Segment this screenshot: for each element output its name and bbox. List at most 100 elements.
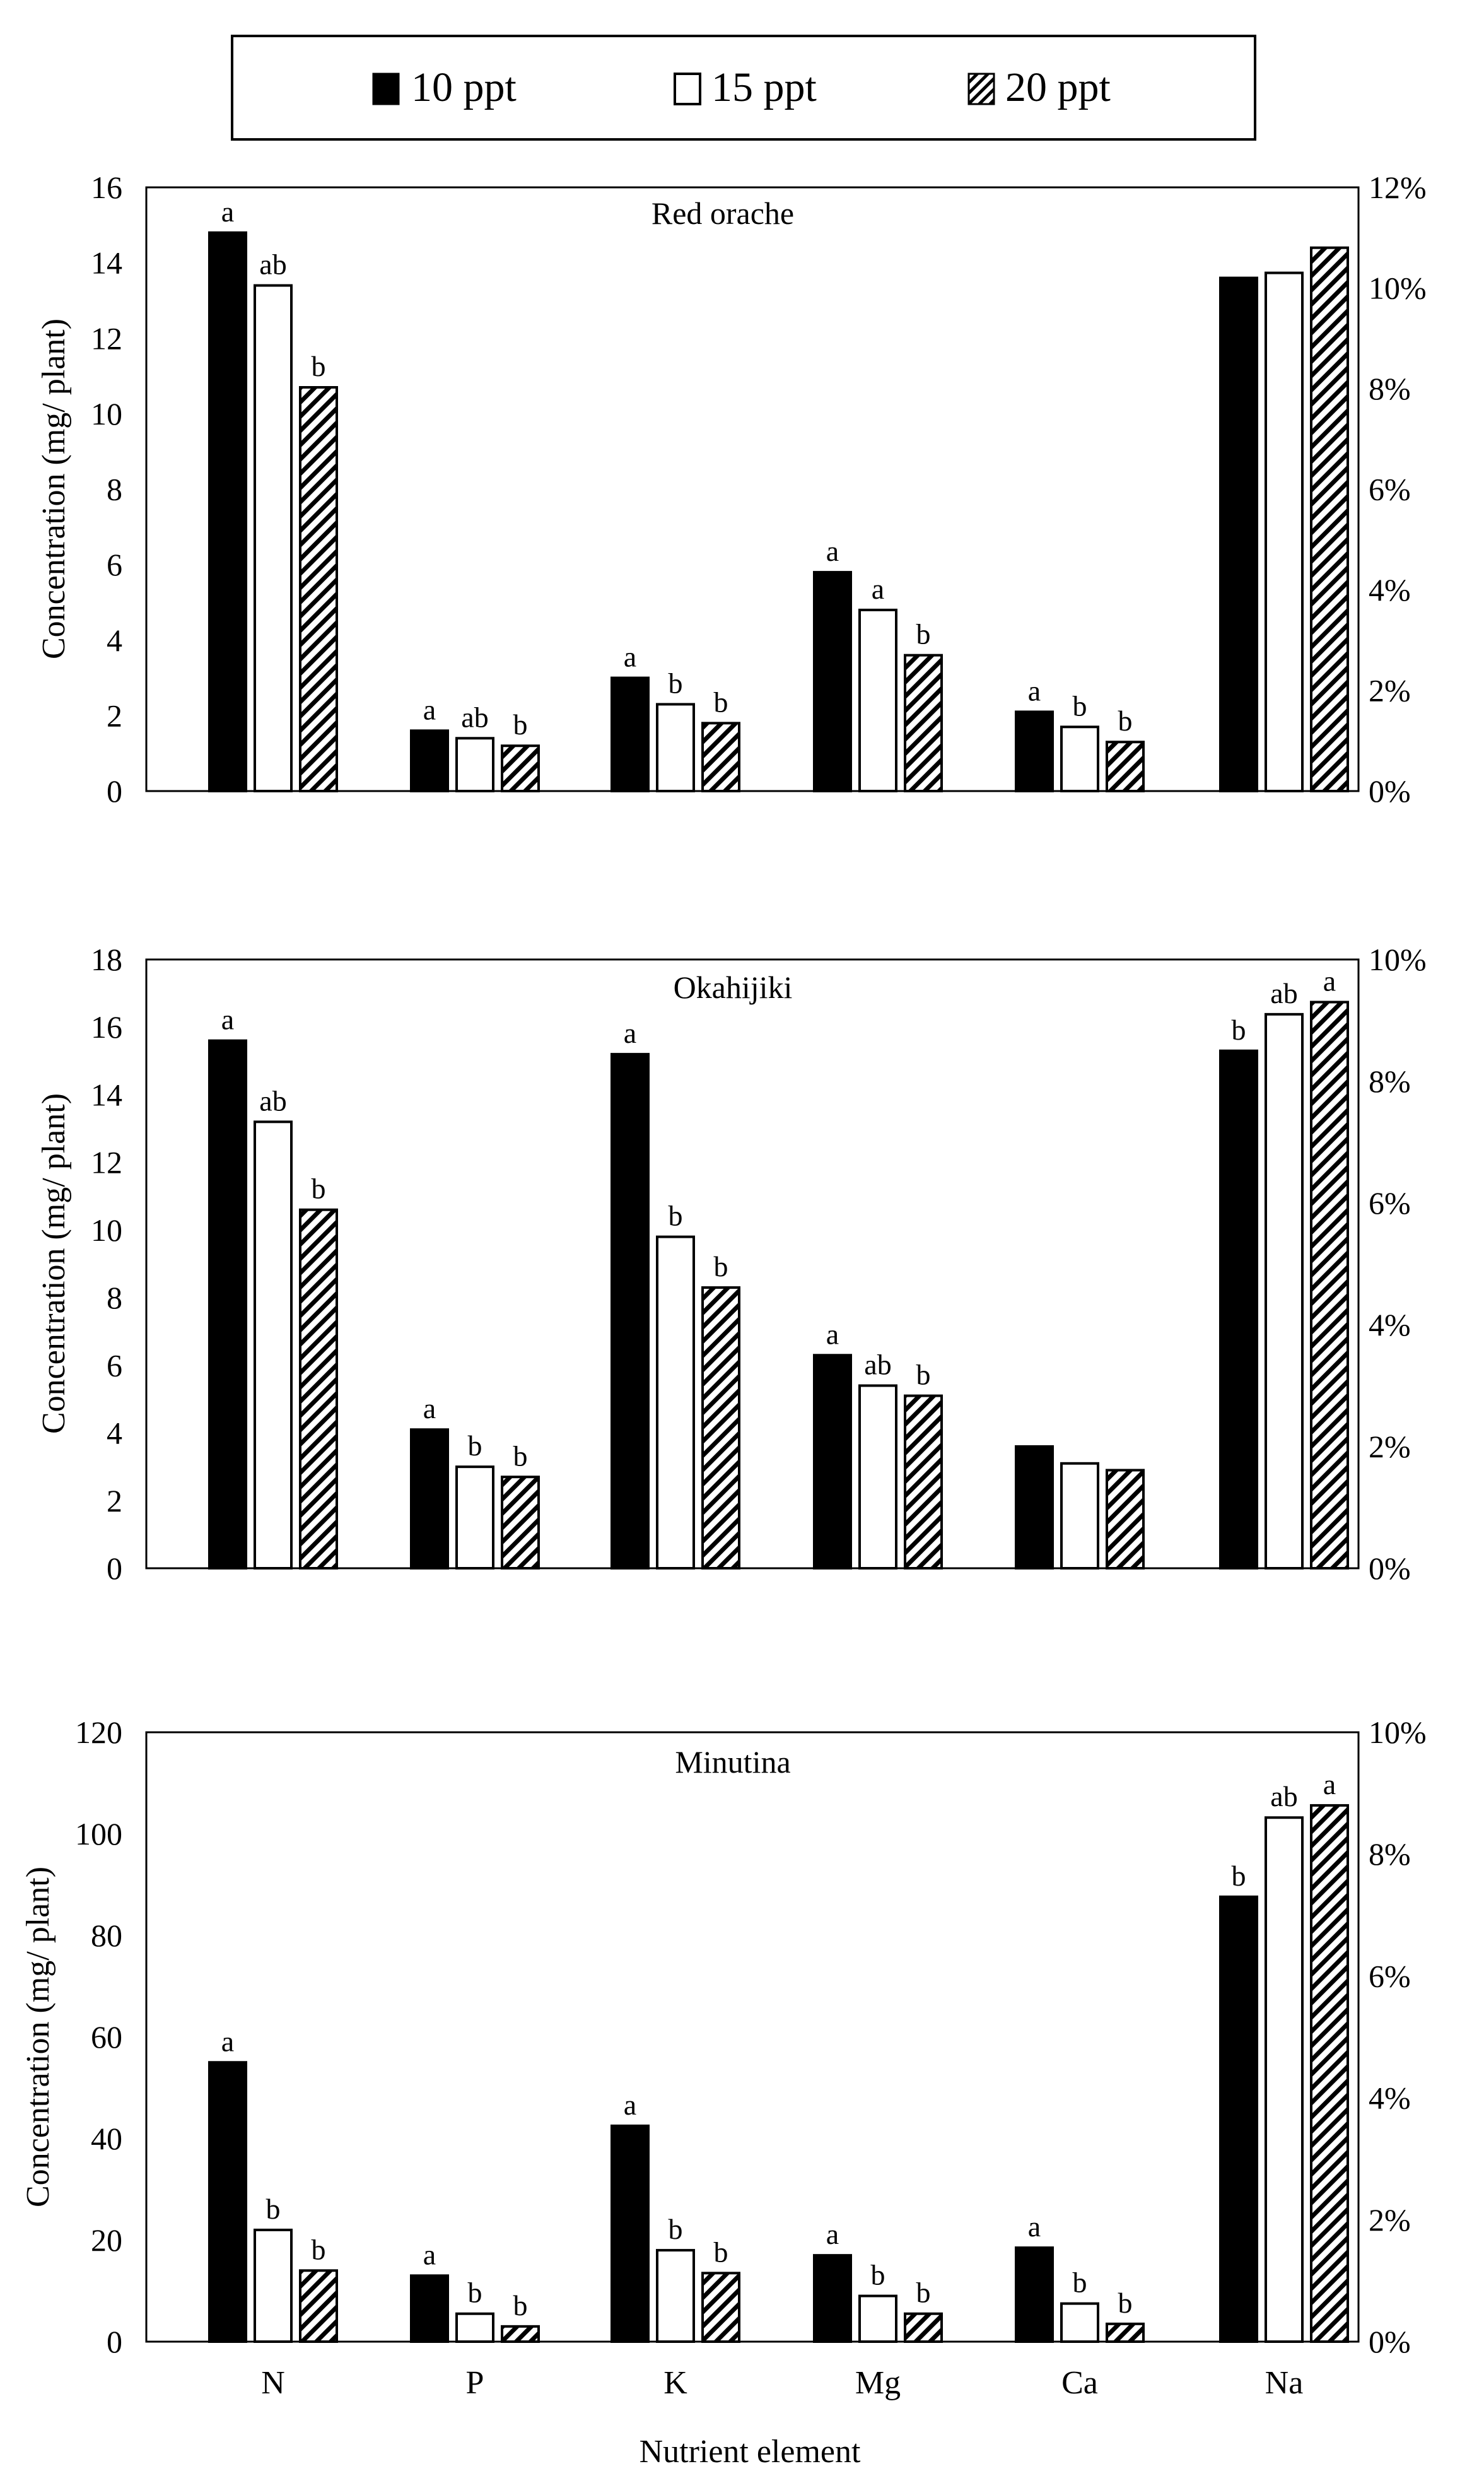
bar-n-10ppt <box>208 231 247 792</box>
bar-n-10ppt <box>208 2061 247 2343</box>
y-axis-label: Concentration (mg/ plant) <box>36 319 72 659</box>
y-tick-label: 16 <box>91 170 122 205</box>
significance-label: b <box>1118 705 1133 737</box>
x-axis-label: Nutrient element <box>640 2434 861 2470</box>
y-axis-label: Concentration (mg/ plant) <box>20 1867 56 2207</box>
y-tick-label: 0 <box>107 2324 122 2359</box>
significance-label: b <box>1073 2267 1087 2299</box>
y2-tick-label: 12% <box>1369 170 1427 205</box>
bar-mg-15ppt <box>858 608 897 793</box>
y2-tick-label: 2% <box>1369 2202 1411 2238</box>
bar-na-20ppt <box>1310 1804 1349 2343</box>
bar-k-20ppt <box>701 2272 740 2343</box>
y2-tick-label: 2% <box>1369 1429 1411 1464</box>
bar-mg-20ppt <box>904 2312 943 2344</box>
significance-label: a <box>1028 2210 1041 2243</box>
significance-label: b <box>312 1173 326 1205</box>
y2-tick-label: 8% <box>1369 1836 1411 1872</box>
plot-frame <box>145 958 1360 1570</box>
significance-label: a <box>872 573 884 605</box>
chart-panel-minutina: Minutina Concentration (mg/ plant) 0 20 40… <box>20 1715 1427 2401</box>
y-tick-label: 10 <box>91 1212 122 1248</box>
bar-p-20ppt <box>501 2325 540 2344</box>
bar-p-10ppt <box>410 1428 449 1570</box>
significance-label: b <box>468 1429 482 1462</box>
significance-label: b <box>714 2236 728 2268</box>
y2-tick-label: 4% <box>1369 1307 1411 1342</box>
significance-label: b <box>871 2259 885 2291</box>
y-tick-label: 14 <box>91 1077 122 1112</box>
bar-k-10ppt <box>611 676 650 792</box>
y-ticks: 0 2 4 6 8 10 12 14 16 <box>91 170 122 809</box>
legend-swatch-10ppt <box>372 73 400 105</box>
significance-label: ab <box>461 701 488 733</box>
bar-n-15ppt <box>254 2228 293 2343</box>
y2-tick-label: 0% <box>1369 1551 1411 1586</box>
bar-mg-10ppt <box>813 571 852 793</box>
y-tick-label: 18 <box>91 942 122 977</box>
legend-swatch-15ppt <box>674 73 701 105</box>
bar-ca-10ppt <box>1015 1445 1054 1570</box>
y2-tick-label: 6% <box>1369 1185 1411 1221</box>
y-tick-label: 0 <box>107 1551 122 1586</box>
significance-label: a <box>624 641 636 673</box>
bar-n-20ppt <box>299 386 338 792</box>
bar-ca-20ppt <box>1106 741 1145 793</box>
y-tick-label: 100 <box>75 1816 122 1851</box>
significance-label: ab <box>259 1084 286 1117</box>
bar-na-15ppt <box>1265 1012 1304 1570</box>
y2-tick-label: 8% <box>1369 1064 1411 1099</box>
bar-mg-20ppt <box>904 1394 943 1570</box>
y2-tick-label: 6% <box>1369 1958 1411 1993</box>
y-ticks: 0 2 4 6 8 10 12 14 16 18 <box>91 942 122 1586</box>
bar-k-15ppt <box>656 703 695 793</box>
significance-label: ab <box>259 249 286 281</box>
significance-label: a <box>624 1017 636 1049</box>
significance-label: b <box>513 1440 528 1472</box>
significance-label: ab <box>864 1349 891 1381</box>
y-tick-label: 0 <box>107 773 122 809</box>
significance-label: a <box>221 1004 234 1036</box>
significance-label: a <box>423 2238 436 2270</box>
bar-p-10ppt <box>410 729 449 793</box>
bar-na-10ppt <box>1219 1049 1258 1570</box>
y-tick-label: 4 <box>107 623 122 658</box>
bar-na-20ppt <box>1310 246 1349 792</box>
y-tick-label: 60 <box>91 2019 122 2055</box>
y-tick-label: 80 <box>91 1918 122 1953</box>
y2-tick-label: 4% <box>1369 2080 1411 2116</box>
significance-label: b <box>714 1250 728 1282</box>
bar-ca-10ppt <box>1015 2246 1054 2343</box>
significance-label: a <box>826 2218 839 2250</box>
significance-label: b <box>916 618 931 650</box>
bar-p-20ppt <box>501 744 540 792</box>
significance-label: b <box>1118 2287 1133 2319</box>
significance-label: b <box>669 667 683 699</box>
bar-na-10ppt <box>1219 1895 1258 2344</box>
bar-k-20ppt <box>701 722 740 793</box>
significance-label: b <box>669 1200 683 1232</box>
bar-mg-20ppt <box>904 654 943 793</box>
bar-n-15ppt <box>254 284 293 792</box>
y2-tick-label: 6% <box>1369 472 1411 507</box>
y-tick-label: 8 <box>107 472 122 507</box>
y2-tick-label: 0% <box>1369 2324 1411 2359</box>
significance-label: b <box>1073 689 1087 722</box>
bar-n-15ppt <box>254 1120 293 1570</box>
bar-n-20ppt <box>299 2269 338 2344</box>
significance-label: b <box>1232 1860 1246 1892</box>
bar-p-15ppt <box>455 2312 494 2344</box>
bar-ca-15ppt <box>1060 725 1099 792</box>
x-category-label: Na <box>1265 2365 1304 2401</box>
plot-frame <box>145 186 1360 792</box>
bar-ca-15ppt <box>1060 2302 1099 2343</box>
significance-label: a <box>221 196 234 228</box>
y2-tick-label: 0% <box>1369 773 1411 809</box>
significance-label: a <box>221 2025 234 2057</box>
y-axis-label: Concentration (mg/ plant) <box>36 1093 72 1434</box>
chart-title: Minutina <box>675 1744 790 1780</box>
legend: 10 ppt 15 ppt 20 ppt <box>231 35 1256 141</box>
significance-label: a <box>1323 1768 1336 1800</box>
